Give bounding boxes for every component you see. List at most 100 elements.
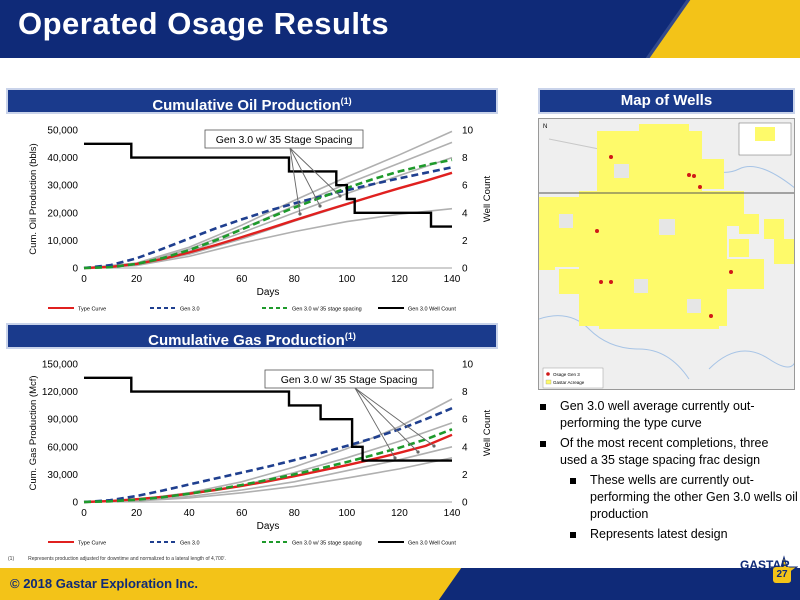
map-section-header: Map of Wells	[538, 88, 795, 114]
individual-well-line	[83, 457, 453, 503]
footnote: (1) Represents production adjusted for do…	[8, 556, 240, 562]
y-tick-label: 0	[72, 498, 78, 509]
x-tick-label: 80	[289, 274, 301, 285]
y2-tick-label: 10	[462, 126, 474, 137]
x-tick-label: 0	[81, 274, 87, 285]
x-tick-label: 20	[131, 508, 143, 519]
wells-map: N Osage Gen 3 Gastar Acreage	[538, 118, 795, 390]
legend-label: Gen 3.0 w/ 35 stage spacing	[292, 307, 362, 313]
bullet-item: Of the most recent completions, three us…	[534, 435, 798, 469]
y-tick-label: 60,000	[47, 442, 78, 453]
x-tick-label: 60	[236, 274, 248, 285]
y-tick-label: 150,000	[42, 360, 79, 371]
series-gen-3-0-w-35-stage-spacing	[83, 158, 453, 270]
annotation-arrow	[289, 147, 341, 197]
annotation-arrowhead	[393, 456, 397, 460]
annotation-arrow	[289, 147, 321, 207]
oil-production-chart: 0 20 40 60 80 100 120 140010,00020,00030,00040,…	[28, 126, 493, 313]
series-gen-3-0	[83, 166, 453, 270]
y-tick-label: 30,000	[47, 470, 78, 481]
annotation-arrow	[354, 387, 419, 453]
sub-bullet-item: These wells are currently out-performing…	[534, 472, 798, 523]
bullet-icon	[570, 478, 576, 484]
bullet-icon	[540, 441, 546, 447]
y2-tick-label: 8	[462, 387, 468, 398]
x-tick-label: 60	[236, 508, 248, 519]
page-title: Operated Osage Results	[18, 6, 390, 41]
footnote-marker: (1)	[8, 556, 15, 562]
individual-well-line	[83, 207, 453, 269]
x-tick-label: 20	[131, 274, 143, 285]
annotation-arrowhead	[298, 212, 302, 216]
y-tick-label: 20,000	[47, 208, 78, 219]
y2-tick-label: 8	[462, 153, 468, 164]
y-axis-label: Cum. Gas Production (Mcf)	[28, 375, 39, 490]
y-tick-label: 0	[72, 264, 78, 275]
header-gold-stripe	[649, 0, 800, 58]
annotation-text: Gen 3.0 w/ 35 Stage Spacing	[281, 374, 418, 386]
y2-tick-label: 4	[462, 442, 468, 453]
x-axis-label: Days	[257, 287, 280, 298]
y-tick-label: 30,000	[47, 181, 78, 192]
legend-label: Gen 3.0	[180, 307, 200, 313]
legend-label: Gen 3.0 Well Count	[408, 541, 456, 547]
map-section-title: Map of Wells	[620, 92, 713, 109]
gas-section-title: Cumulative Gas Production	[148, 332, 345, 349]
y2-tick-label: 4	[462, 208, 468, 219]
y2-tick-label: 6	[462, 415, 468, 426]
individual-well-line	[83, 130, 453, 269]
y-tick-label: 120,000	[42, 387, 79, 398]
y2-tick-label: 2	[462, 236, 468, 247]
gas-section-header: Cumulative Gas Production(1)	[6, 323, 498, 349]
bullet-icon	[540, 404, 546, 410]
series-type-curve	[83, 433, 453, 504]
individual-well-line	[83, 195, 374, 269]
x-tick-label: 120	[391, 274, 408, 285]
y2-tick-label: 2	[462, 470, 468, 481]
footer-bar: © 2018 Gastar Exploration Inc.	[0, 568, 800, 600]
x-tick-label: 100	[339, 274, 356, 285]
x-axis-label: Days	[257, 521, 280, 532]
annotation-box	[204, 129, 364, 149]
bullet-text: Gen 3.0 well average currently out-perfo…	[560, 399, 755, 430]
y2-axis-label: Well Count	[482, 175, 493, 222]
key-points-list: Gen 3.0 well average currently out-perfo…	[534, 398, 798, 546]
legend-label: Type Curve	[78, 307, 106, 313]
map-graphic: N Osage Gen 3 Gastar Acreage	[539, 122, 794, 389]
legend-label: Gen 3.0 Well Count	[408, 307, 456, 313]
map-legend-wells: Osage Gen 3	[553, 372, 580, 377]
x-tick-label: 40	[184, 508, 196, 519]
y2-tick-label: 0	[462, 498, 468, 509]
x-tick-label: 0	[81, 508, 87, 519]
bullet-text: These wells are currently out-performing…	[590, 473, 798, 521]
annotation-arrow	[289, 147, 301, 215]
x-tick-label: 120	[391, 508, 408, 519]
page-number: 27	[773, 567, 791, 583]
legend-label: Gen 3.0 w/ 35 stage spacing	[292, 541, 362, 547]
x-tick-label: 100	[339, 508, 356, 519]
map-legend-acreage: Gastar Acreage	[553, 380, 585, 385]
header-bar: Operated Osage Results	[0, 0, 800, 58]
y-tick-label: 50,000	[47, 126, 78, 137]
y2-tick-label: 6	[462, 181, 468, 192]
legend-label: Type Curve	[78, 541, 106, 547]
bullet-icon	[570, 532, 576, 538]
oil-section-footnote-ref: (1)	[340, 96, 352, 106]
y-tick-label: 90,000	[47, 415, 78, 426]
y-tick-label: 10,000	[47, 236, 78, 247]
oil-section-title: Cumulative Oil Production	[152, 97, 341, 114]
bullet-text: Represents latest design	[590, 527, 728, 541]
bullet-item: Gen 3.0 well average currently out-perfo…	[534, 398, 798, 432]
annotation-text: Gen 3.0 w/ 35 Stage Spacing	[216, 134, 353, 146]
series-gen-3-0-well-count	[84, 376, 452, 462]
x-tick-label: 80	[289, 508, 301, 519]
annotation-arrowhead	[416, 450, 420, 454]
series-type-curve	[83, 171, 453, 270]
annotation-arrow	[354, 387, 435, 447]
y2-tick-label: 0	[462, 264, 468, 275]
annotation-arrowhead	[318, 204, 322, 208]
individual-well-line	[83, 141, 453, 269]
annotation-arrowhead	[432, 444, 436, 448]
y2-axis-label: Well Count	[482, 409, 493, 456]
